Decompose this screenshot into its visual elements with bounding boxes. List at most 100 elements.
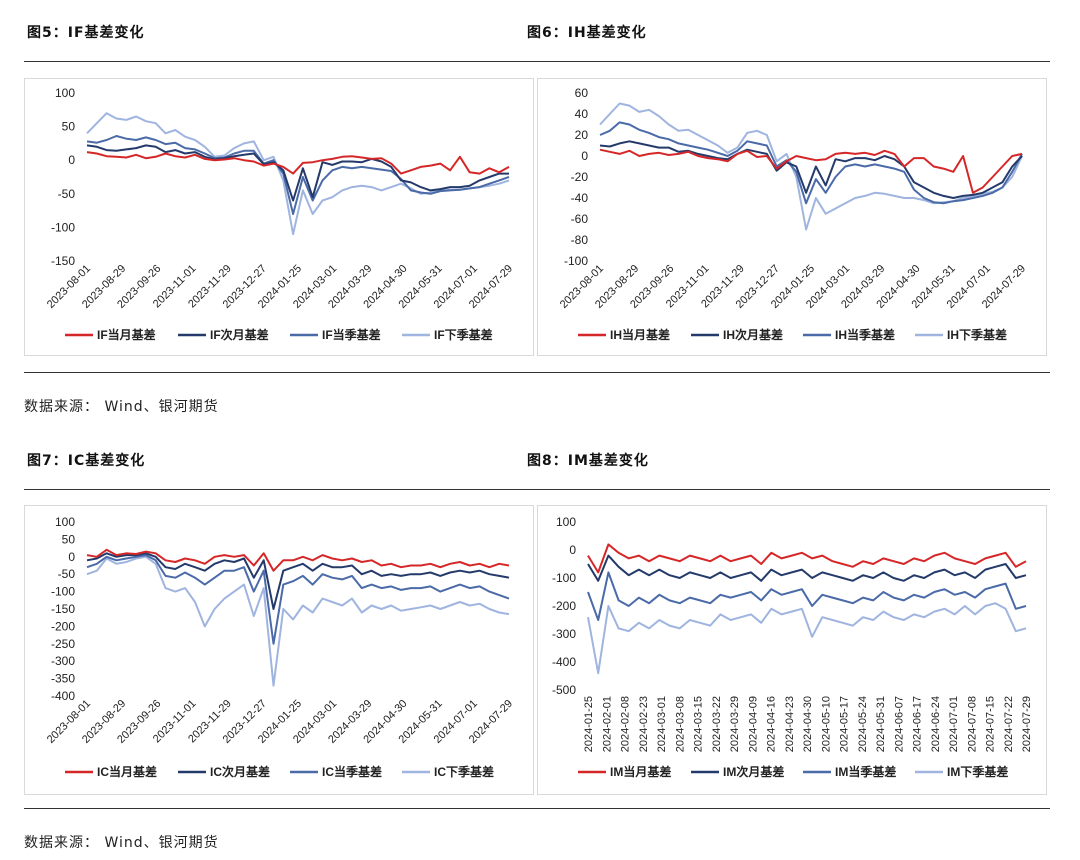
series-line-current [86, 548, 510, 572]
series-line-nextq [599, 102, 1023, 231]
y-tick-label: -300 [51, 654, 75, 668]
series-line-next [599, 140, 1023, 199]
series-line-next [587, 554, 1027, 582]
series-line-nextq [86, 555, 510, 687]
y-tick-label: -100 [564, 254, 588, 268]
rule-2 [24, 489, 1050, 490]
y-tick-label: -400 [552, 655, 576, 669]
legend-label: IH当月基差 [610, 327, 670, 342]
chart-if-basis: 100 50 0 -50 -100 -150 2023-08-01 2023-08-29 202… [24, 78, 534, 356]
chart-svg-im: 100 0 -100 -200 -300 -400 -500 2024-01-25 2024-0… [552, 515, 1033, 779]
x-tick-label: 2024-05-17 [839, 696, 851, 752]
series-line-next [86, 552, 510, 610]
y-tick-label: 0 [581, 149, 588, 163]
y-tick-label: 100 [55, 86, 75, 100]
x-tick-label: 2024-01-25 [583, 696, 595, 752]
y-tick-label: -60 [571, 212, 589, 226]
x-tick-label: 2024-04-16 [766, 696, 778, 752]
y-tick-label: 0 [68, 153, 75, 167]
y-tick-label: -50 [58, 187, 76, 201]
x-tick-label: 2024-04-23 [784, 696, 796, 752]
chart-svg-ic: 100500-50-100-150-200-250-300-350-400202… [45, 515, 515, 779]
series-line-current [599, 148, 1023, 194]
y-tick-label: -100 [51, 220, 75, 234]
x-tick-label: 2024-03-08 [674, 696, 686, 752]
legend-label: IH下季基差 [947, 327, 1007, 342]
y-tick-label: 50 [62, 120, 76, 134]
x-tick-label: 2024-04-09 [747, 696, 759, 752]
legend-label: IM次月基差 [723, 764, 784, 779]
y-tick-label: -100 [51, 585, 75, 599]
x-tick-label: 2024-06-07 [893, 696, 905, 752]
legend-label: IC当季基差 [322, 764, 382, 779]
series-line-quarter [587, 571, 1027, 621]
series-line-quarter [86, 554, 510, 645]
legend-label: IM当月基差 [610, 764, 671, 779]
chart-ih-basis: 60 40 20 0 -20 -40 -60 -80 -100 2023-08-01 2023-08… [537, 78, 1047, 356]
x-tick-label: 2024-02-08 [620, 696, 632, 752]
y-tick-label: 0 [68, 550, 75, 564]
x-tick-label: 2024-02-01 [601, 696, 613, 752]
legend-label: IH次月基差 [723, 327, 783, 342]
y-tick-label: 0 [569, 543, 576, 557]
chart-im-basis: 100 0 -100 -200 -300 -400 -500 2024-01-25 2024-0… [537, 505, 1047, 795]
x-tick-label: 2024-07-29 [1021, 696, 1033, 752]
y-tick-label: -400 [51, 689, 75, 703]
x-tick-label: 2024-03-15 [693, 696, 705, 752]
x-tick-label: 2024-07-01 [948, 696, 960, 752]
y-tick-label: -300 [552, 627, 576, 641]
y-tick-label: -250 [51, 637, 75, 651]
y-tick-label: -100 [552, 571, 576, 585]
y-tick-label: 40 [575, 107, 589, 121]
legend-label: IC次月基差 [210, 764, 270, 779]
series-line-current [587, 543, 1027, 574]
legend-label: IM当季基差 [835, 764, 896, 779]
chart-ic-basis: 100 50 0 -50 -100 -150 -200 -250 -300 -350 -400 202… [24, 505, 534, 795]
figure6-title: 图6：IH基差变化 [527, 25, 647, 41]
figure5-title: 图5：IF基差变化 [27, 25, 145, 41]
y-tick-label: 50 [62, 532, 76, 546]
y-tick-label: -200 [552, 599, 576, 613]
x-tick-label: 2024-03-22 [711, 696, 723, 752]
rule-1 [24, 372, 1050, 373]
legend-label: IC当月基差 [97, 764, 157, 779]
x-tick-label: 2024-04-30 [802, 696, 814, 752]
y-tick-label: 100 [556, 515, 576, 529]
y-tick-label: 60 [575, 86, 589, 100]
y-tick-label: -50 [58, 567, 76, 581]
legend-label: IC下季基差 [434, 764, 494, 779]
y-tick-label: -350 [51, 672, 75, 686]
legend-label: IM下季基差 [947, 764, 1008, 779]
x-tick-label: 2024-05-24 [857, 696, 869, 752]
y-tick-label: -500 [552, 683, 576, 697]
x-tick-label: 2024-06-17 [912, 696, 924, 752]
x-tick-label: 2024-05-10 [820, 696, 832, 752]
x-tick-label: 2024-07-15 [985, 696, 997, 752]
legend-label: IF下季基差 [434, 327, 493, 342]
x-tick-label: 2024-05-31 [875, 696, 887, 752]
chart-svg-ih: 6040200-20-40-60-80-1002023-08-012023-08… [558, 86, 1028, 342]
y-tick-label: -150 [51, 602, 75, 616]
series-line-quarter [86, 135, 510, 215]
data-source-1: 数据来源： Wind、银河期货 [24, 399, 219, 415]
x-tick-label: 2024-03-29 [729, 696, 741, 752]
series-line-current [86, 151, 510, 175]
series-line-nextq [587, 602, 1027, 675]
top-rule [24, 61, 1050, 62]
legend-label: IH当季基差 [835, 327, 895, 342]
series-line-nextq [86, 112, 510, 236]
y-tick-label: -20 [571, 170, 589, 184]
x-tick-label: 2024-02-23 [638, 696, 650, 752]
figure7-title: 图7：IC基差变化 [27, 453, 146, 469]
series-line-next [86, 144, 509, 202]
y-tick-label: 20 [575, 128, 589, 142]
x-tick-label: 2024-03-01 [656, 696, 668, 752]
legend-label: IF次月基差 [210, 327, 269, 342]
series-line-quarter [599, 121, 1023, 205]
x-tick-label: 2024-06-24 [930, 696, 942, 752]
y-tick-label: -40 [571, 191, 589, 205]
y-tick-label: -80 [571, 233, 589, 247]
y-tick-label: 100 [55, 515, 75, 529]
y-tick-label: -200 [51, 619, 75, 633]
x-tick-label: 2024-07-22 [1003, 696, 1015, 752]
